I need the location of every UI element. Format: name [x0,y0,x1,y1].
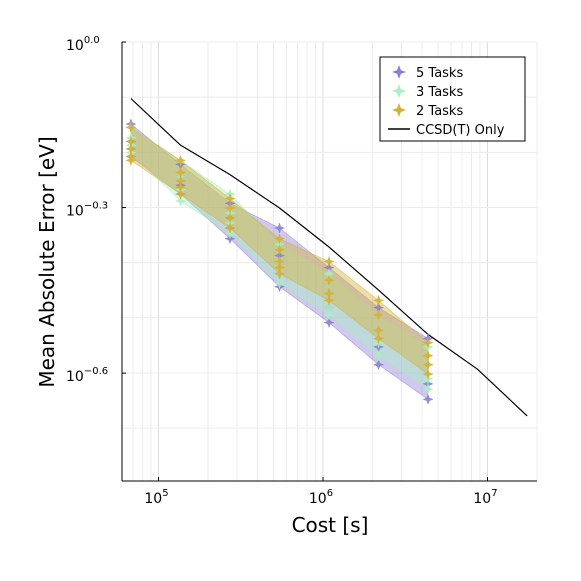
grid-lines [121,41,538,481]
y-tick-labels: 100.0 10−0.3 10−0.6 [66,35,126,385]
ccsd-t-only-line [130,98,528,417]
point-3-tasks [273,277,286,289]
legend-label: 3 Tasks [416,85,463,100]
legend-star-swatch [392,65,406,79]
legend-box [379,56,526,142]
point-5-tasks [372,359,385,371]
point-2-tasks [323,294,335,306]
data-points [125,118,434,405]
point-2-tasks [174,154,187,166]
point-2-tasks [323,255,335,268]
legend-label: 2 Tasks [416,104,463,119]
point-5-tasks [323,317,335,329]
point-2-tasks [323,274,335,286]
point-2-tasks [273,244,286,256]
legend-label: 5 Tasks [416,66,463,81]
point-3-tasks [174,195,187,207]
y-axis-label: Mean Absolute Error [eV] [35,136,59,387]
point-5-tasks [273,222,286,234]
point-2-tasks [372,294,385,306]
legend-star-swatch [392,103,406,117]
legend-entry: 2 Tasks [392,103,463,119]
legend-entry: CCSD(T) Only [388,123,505,138]
legend-entry: 5 Tasks [392,65,463,81]
axes [121,42,537,482]
point-2-tasks [224,222,236,234]
point-3-tasks [372,350,385,362]
point-2-tasks [125,154,137,166]
point-2-tasks [125,121,137,133]
point-2-tasks [174,188,187,200]
legend-label: CCSD(T) Only [416,123,505,138]
y-tick-label: 10−0.3 [66,201,108,220]
x-tick-label: 105 [144,488,168,507]
legend-entry: 3 Tasks [392,84,463,100]
point-2-tasks [372,309,385,321]
point-2-tasks [273,233,286,245]
x-tick-label: 107 [473,488,497,507]
x-tick-label: 106 [309,488,333,507]
y-tick-label: 10−0.6 [66,366,108,385]
reference-line [130,98,528,417]
point-2-tasks [372,332,385,345]
point-2-tasks [273,268,286,280]
point-5-tasks [422,393,434,405]
point-2-tasks [422,337,434,349]
y-tick-label: 100.0 [66,35,100,54]
point-3-tasks [422,383,434,395]
x-axis-label: Cost [s] [292,513,369,537]
point-2-tasks [422,368,434,380]
legend: 5 Tasks 3 Tasks 2 Tasks CCSD(T) Only [379,56,526,142]
legend-star-swatch [392,84,406,98]
point-3-tasks [323,309,335,321]
